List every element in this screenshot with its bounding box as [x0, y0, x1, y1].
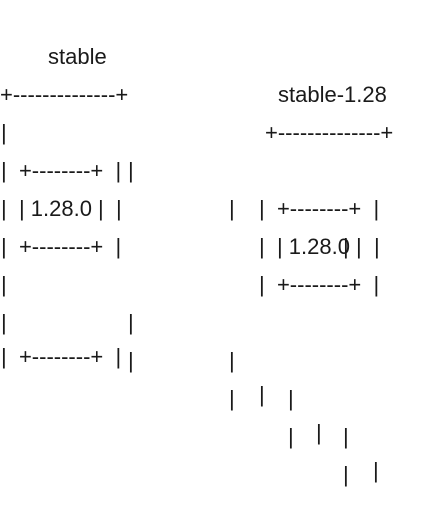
- diagram-line: +--------------+ +--------------+: [0, 38, 393, 145]
- box-side-border: |: [343, 234, 349, 259]
- box-side-border: |: [1, 272, 7, 297]
- box-side-border: |: [259, 382, 265, 407]
- inner-box-top: | +--------+ |: [1, 158, 122, 183]
- box-side-border: |: [229, 386, 235, 411]
- diagram-line: | | | | |: [0, 228, 349, 449]
- branch-label-stable: stable: [48, 44, 107, 69]
- inner-box-bottom: | +--------+ |: [1, 234, 122, 259]
- box-side-border: |: [343, 462, 349, 487]
- box-side-border: |: [229, 196, 235, 221]
- diagram-line: | | 1.28.0 | | | | 1.28.0 | |: [0, 152, 380, 259]
- box-top-border: +--------------+: [0, 82, 129, 107]
- version-box-stable: | | 1.28.0 | |: [1, 196, 122, 221]
- ascii-branch-diagram: stable stable-1.28 +--------------+ +---…: [0, 0, 393, 487]
- diagram-line: | +--------+ | | +--------+ |: [0, 114, 379, 221]
- box-side-border: |: [128, 310, 134, 335]
- connector-line: |: [316, 420, 322, 445]
- box-side-border: |: [128, 158, 134, 183]
- box-side-border: |: [229, 348, 235, 373]
- diagram-line: | +--------+ | | | |: [0, 300, 379, 483]
- box-side-border: |: [343, 424, 349, 449]
- inner-box-bottom: | +--------+ |: [259, 272, 380, 297]
- branch-label-stable-1-28: stable-1.28: [278, 82, 387, 107]
- box-top-border: +--------------+: [265, 120, 394, 145]
- inner-box-top: | +--------+ |: [259, 196, 380, 221]
- diagram-line: | | | |: [0, 76, 349, 259]
- box-side-border: |: [373, 458, 379, 483]
- connector-line: |: [288, 424, 294, 449]
- version-box-stable-1-28: | | 1.28.0 | |: [259, 234, 380, 259]
- box-side-border: |: [1, 120, 7, 145]
- diagram-line: | | | | |: [0, 266, 349, 487]
- connector-line: |: [288, 386, 294, 411]
- box-side-border: |: [128, 348, 134, 373]
- diagram-line: | +--------+ | | +--------+ |: [0, 190, 379, 297]
- inner-box-top: | +--------+ |: [1, 344, 122, 369]
- diagram-line: stable stable-1.28: [0, 0, 387, 107]
